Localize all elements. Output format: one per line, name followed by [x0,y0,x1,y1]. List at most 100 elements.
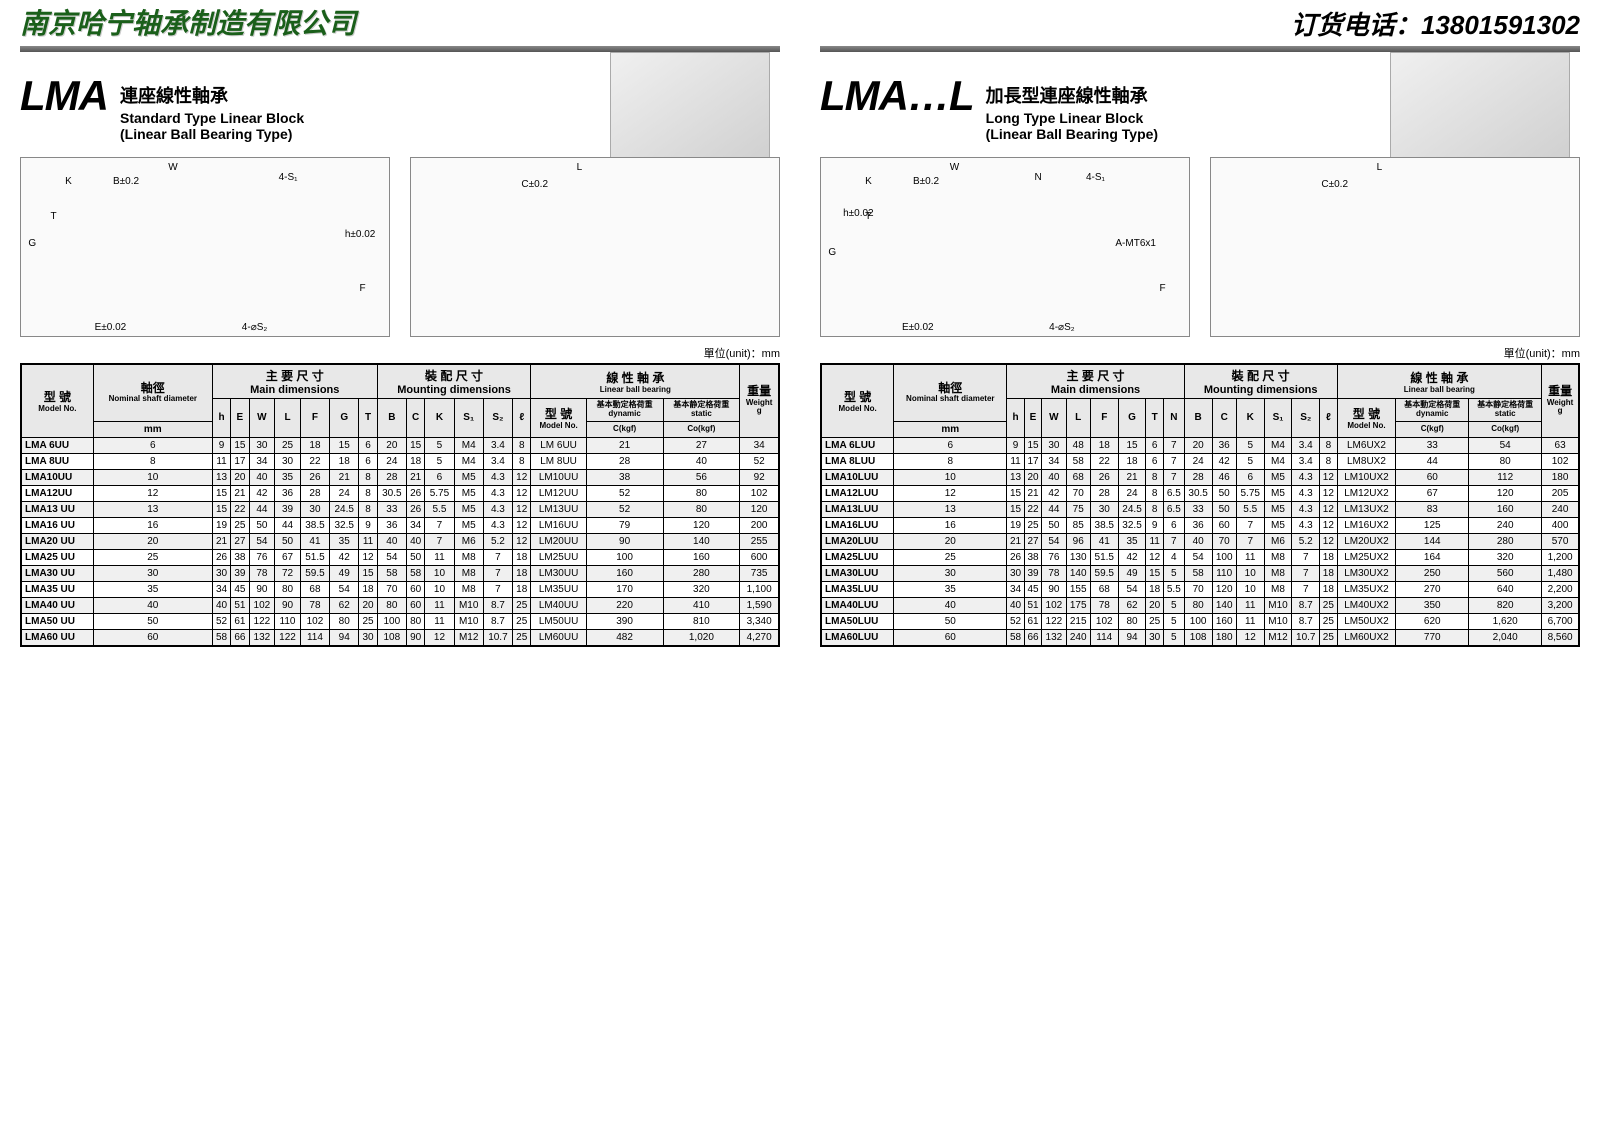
table-row: LMA12UU12152142362824830.5265.75M54.312L… [21,485,779,501]
table-row: LMA35 UU3534459080685418706010M8718LM35U… [21,581,779,597]
unit-label-left: 單位(unit)：mm [20,345,780,361]
table-row: LMA 8UU8111734302218624185M43.48LM 8UU28… [21,453,779,469]
model-cell: LMA40LUU [821,597,894,613]
drawing-label: K [65,176,72,187]
right-front-view: WKB±0.2N4-S₁Gh±0.02TA-MT6x1FE±0.024-⌀S₂ [820,157,1190,337]
model-cell: LMA25LUU [821,549,894,565]
model-cell: LMA13LUU [821,501,894,517]
table-row: LMA16 UU161925504438.532.5936347M54.312L… [21,517,779,533]
left-title: LMA 連座線性軸承 Standard Type Linear Block (L… [20,72,780,142]
right-title: LMA…L 加長型連座線性軸承 Long Type Linear Block (… [820,72,1580,142]
phone-number: 13801591302 [1421,10,1580,40]
model-cell: LMA35LUU [821,581,894,597]
model-cell: LMA30 UU [21,565,93,581]
left-front-view: WKB±0.24-S₁GTh±0.02FE±0.024-⌀S₂ [20,157,390,337]
table-row: LMA50LUU5052611222151028025510016011M108… [821,613,1579,629]
table-row: LMA 8LUU81117345822186724425M43.48LM8UX2… [821,453,1579,469]
right-product-image [1390,52,1570,162]
right-drawings: WKB±0.2N4-S₁Gh±0.02TA-MT6x1FE±0.024-⌀S₂ … [820,157,1580,337]
right-sub-cn: 加長型連座線性軸承 [986,82,1158,108]
left-side-view: L C±0.2 [410,157,780,337]
model-cell: LMA60LUU [821,629,894,646]
drawing-label: L [577,162,583,173]
table-row: LMA30 UU303039787259.54915585810M8718LM3… [21,565,779,581]
drawing-label: N [1034,172,1041,183]
table-row: LMA13 UU13152244393024.5833265.5M54.312L… [21,501,779,517]
drawing-label: E±0.02 [902,322,934,333]
right-sub-en1: Long Type Linear Block [986,110,1158,126]
model-cell: LMA 8UU [21,453,93,469]
drawing-label: L [1377,162,1383,173]
drawing-label: E±0.02 [95,322,127,333]
model-cell: LMA 6LUU [821,437,894,453]
drawing-label: h±0.02 [345,229,376,240]
model-cell: LMA30LUU [821,565,894,581]
drawing-label: F [1160,283,1166,294]
left-column: LMA 連座線性軸承 Standard Type Linear Block (L… [20,72,780,647]
model-cell: LMA20LUU [821,533,894,549]
table-row: LMA10UU10132040352621828216M54.312LM10UU… [21,469,779,485]
unit-label-right: 單位(unit)：mm [820,345,1580,361]
model-cell: LMA13 UU [21,501,93,517]
table-row: LMA60LUU6058661322401149430510818012M121… [821,629,1579,646]
table-row: LMA 6UU691530251815620155M43.48LM 6UU212… [21,437,779,453]
left-big-title: LMA [20,72,108,120]
drawing-label: A-MT6x1 [1115,238,1156,249]
model-cell: LMA20 UU [21,533,93,549]
left-sub-en2: (Linear Ball Bearing Type) [120,126,304,142]
phone-label: 订货电话： [1291,10,1421,40]
drawing-label: G [28,238,36,249]
model-cell: LMA35 UU [21,581,93,597]
left-sub-cn: 連座線性軸承 [120,82,304,108]
table-row: LMA16LUU161925508538.532.59636607M54.312… [821,517,1579,533]
right-sub-en2: (Linear Ball Bearing Type) [986,126,1158,142]
model-cell: LMA40 UU [21,597,93,613]
left-table: 型 號Model No. 軸徑Nominal shaft diameter 主 … [20,363,780,647]
drawing-label: 4-⌀S₂ [242,322,267,333]
left-drawings: WKB±0.24-S₁GTh±0.02FE±0.024-⌀S₂ LC±0.2 [20,157,780,337]
right-column: LMA…L 加長型連座線性軸承 Long Type Linear Block (… [820,72,1580,647]
table-row: LMA 6LUU6915304818156720365M43.48LM6UX23… [821,437,1579,453]
drawing-label: B±0.2 [113,176,139,187]
table-row: LMA40 UU40405110290786220806011M108.725L… [21,597,779,613]
drawing-label: W [168,162,177,173]
table-row: LMA35LUU353445901556854185.57012010M8718… [821,581,1579,597]
right-big-title: LMA…L [820,72,974,120]
model-cell: LMA60 UU [21,629,93,646]
model-cell: LMA 8LUU [821,453,894,469]
drawing-label: W [950,162,959,173]
model-cell: LMA10LUU [821,469,894,485]
left-sub-en1: Standard Type Linear Block [120,110,304,126]
drawing-label: 4-⌀S₂ [1049,322,1074,333]
model-cell: LMA 6UU [21,437,93,453]
model-cell: LMA10UU [21,469,93,485]
drawing-label: G [828,247,836,258]
drawing-label: F [360,283,366,294]
drawing-label: C±0.2 [521,179,548,190]
drawing-label: B±0.2 [913,176,939,187]
model-cell: LMA12LUU [821,485,894,501]
table-row: LMA20 UU202127545041351140407M65.212LM20… [21,533,779,549]
table-row: LMA25 UU252638766751.54212545011M8718LM2… [21,549,779,565]
model-cell: LMA16 UU [21,517,93,533]
table-row: LMA30LUU3030397814059.5491555811010M8718… [821,565,1579,581]
company-name: 南京哈宁轴承制造有限公司 [20,2,356,42]
drawing-label: C±0.2 [1321,179,1348,190]
table-row: LMA13LUU13152244753024.586.533505.5M54.3… [821,501,1579,517]
table-row: LMA12LUU1215214270282486.530.5505.75M54.… [821,485,1579,501]
table-row: LMA40LUU40405110217578622058014011M108.7… [821,597,1579,613]
header-divider [20,46,1580,52]
left-product-image [610,52,770,162]
drawing-label: K [865,176,872,187]
model-cell: LMA16LUU [821,517,894,533]
page-header: 南京哈宁轴承制造有限公司 订货电话：13801591302 [20,0,1580,42]
model-cell: LMA12UU [21,485,93,501]
drawing-label: T [865,211,871,222]
table-row: LMA20LUU2021275496413511740707M65.212LM2… [821,533,1579,549]
table-row: LMA25LUU2526387613051.5421245410011M8718… [821,549,1579,565]
model-cell: LMA50LUU [821,613,894,629]
phone-block: 订货电话：13801591302 [1291,5,1580,42]
table-row: LMA60 UU60586613212211494301089012M1210.… [21,629,779,646]
right-table: 型 號Model No. 軸徑Nominal shaft diameter 主 … [820,363,1580,647]
model-cell: LMA25 UU [21,549,93,565]
